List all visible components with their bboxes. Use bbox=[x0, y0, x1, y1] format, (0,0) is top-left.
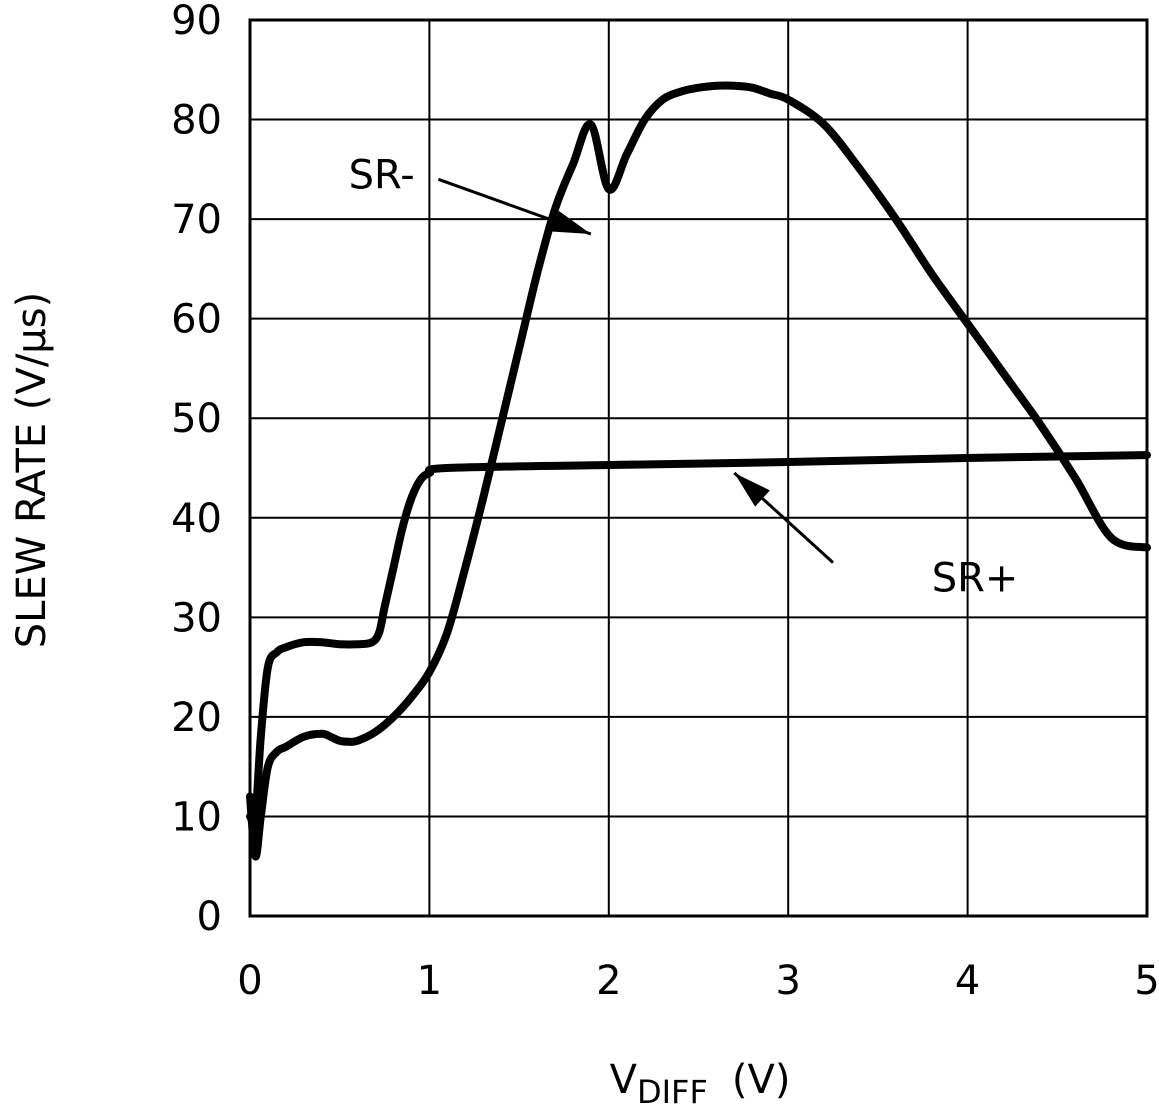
annotation-sr-plus-label: SR+ bbox=[932, 556, 1019, 602]
x-tick-label: 0 bbox=[237, 958, 262, 1004]
x-axis-title: VDIFF (V) bbox=[610, 1057, 791, 1111]
y-tick-label: 30 bbox=[171, 595, 222, 641]
y-tick-label: 90 bbox=[171, 0, 222, 44]
y-tick-label: 50 bbox=[171, 396, 222, 442]
series-sr-plus-line bbox=[246, 451, 1151, 827]
y-tick-label: 10 bbox=[171, 794, 222, 840]
x-tick-label: 3 bbox=[775, 958, 800, 1004]
x-tick-label: 2 bbox=[596, 958, 621, 1004]
annotation-sr-plus-arrowhead bbox=[734, 472, 770, 507]
y-tick-label: 40 bbox=[171, 496, 222, 542]
x-tick-labels: 0 1 2 3 4 5 bbox=[237, 958, 1159, 1004]
x-tick-label: 1 bbox=[417, 958, 442, 1004]
y-tick-label: 20 bbox=[171, 695, 222, 741]
y-tick-label: 0 bbox=[197, 894, 222, 940]
series-sr-minus-line bbox=[246, 81, 1151, 861]
y-tick-labels: 0 10 20 30 40 50 60 70 80 90 bbox=[171, 0, 222, 940]
y-tick-label: 80 bbox=[171, 98, 222, 144]
x-axis-title-unit: (V) bbox=[732, 1057, 791, 1103]
annotation-sr-minus-label: SR- bbox=[349, 152, 415, 198]
y-tick-label: 60 bbox=[171, 297, 222, 343]
annotations: SR- SR+ bbox=[349, 152, 1019, 601]
x-axis-title-sub: DIFF bbox=[637, 1073, 708, 1111]
annotation-sr-minus-arrowhead bbox=[551, 210, 591, 235]
plot-frame bbox=[248, 18, 1149, 918]
x-axis-title-main: V bbox=[610, 1057, 638, 1103]
x-tick-label: 5 bbox=[1134, 958, 1159, 1004]
x-tick-label: 4 bbox=[955, 958, 980, 1004]
y-axis-title: SLEW RATE (V/μs) bbox=[9, 292, 55, 648]
y-tick-label: 70 bbox=[171, 197, 222, 243]
series-group bbox=[246, 81, 1151, 861]
